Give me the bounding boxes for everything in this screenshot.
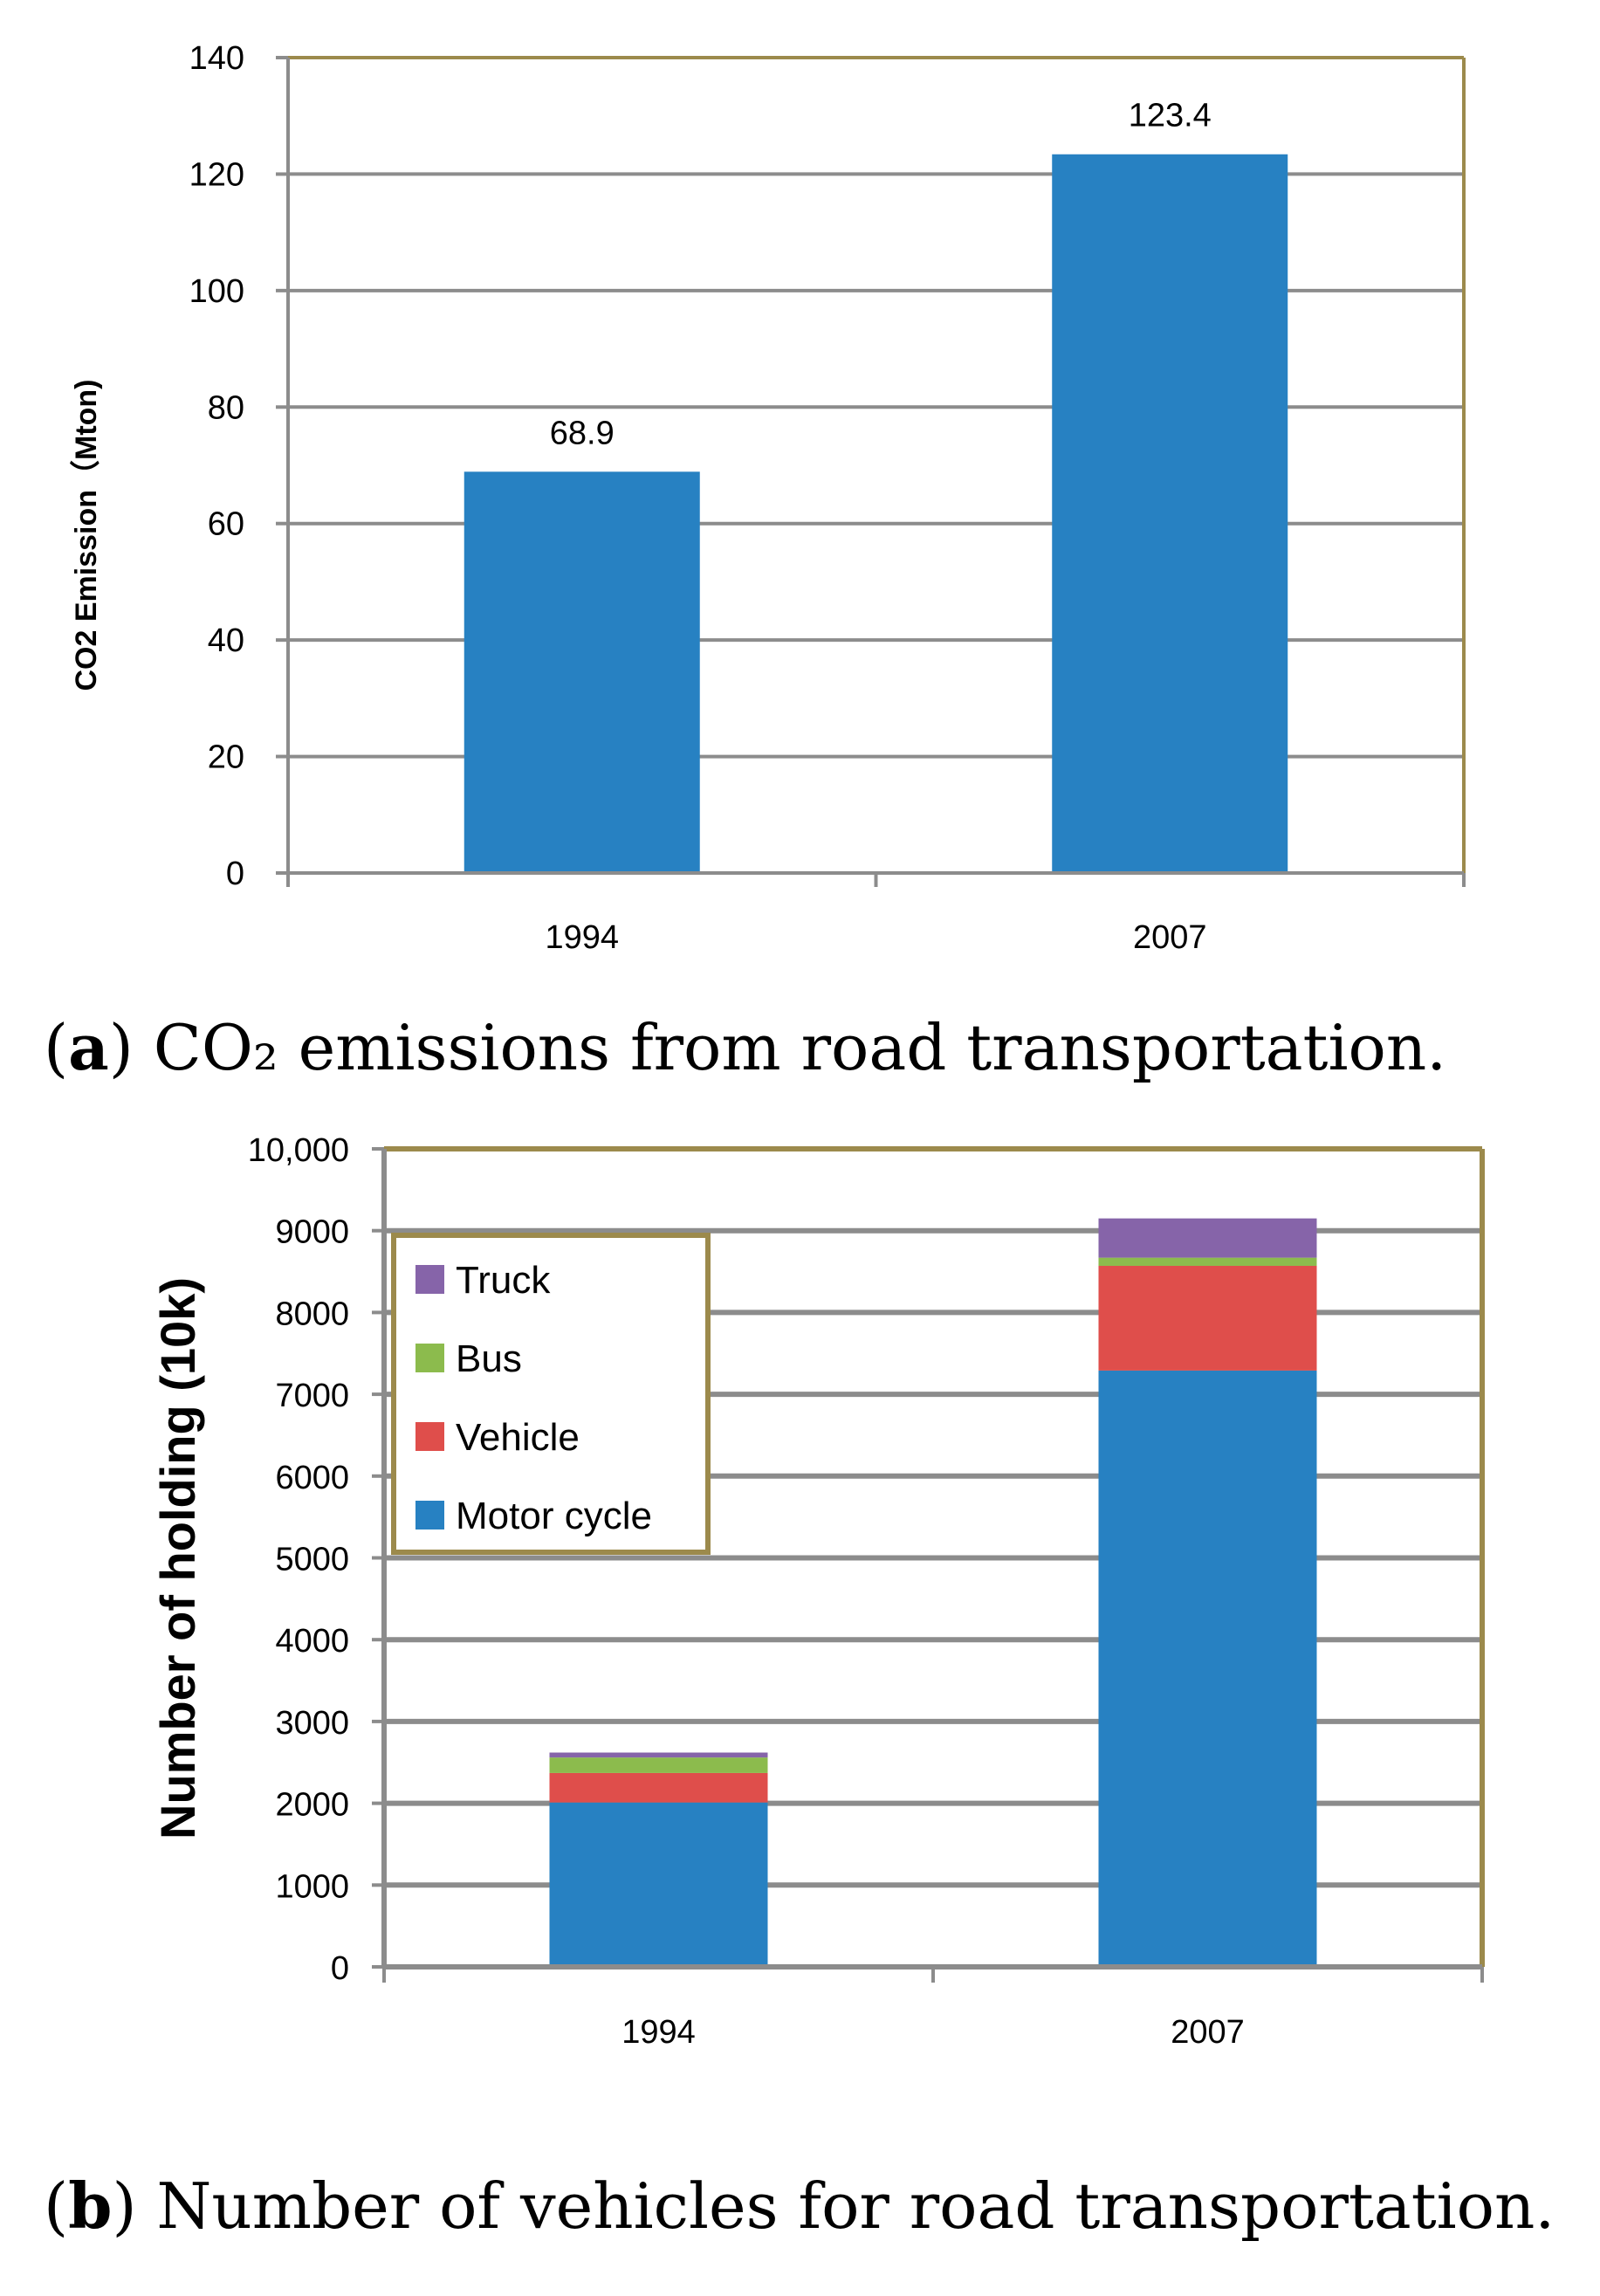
bar-segment <box>1098 1218 1317 1258</box>
caption-paren-open: ( <box>44 1011 68 1084</box>
legend-label: Truck <box>456 1259 551 1302</box>
bar-segment <box>549 1757 768 1773</box>
x-tick-label: 2007 <box>1171 2014 1245 2051</box>
y-tick-label: 10,000 <box>248 1132 349 1169</box>
y-tick-label: 4000 <box>275 1623 349 1660</box>
legend-swatch <box>415 1344 444 1372</box>
legend-label: Bus <box>456 1337 522 1380</box>
y-tick-label: 3000 <box>275 1705 349 1742</box>
caption-a: (a) CO₂ emissions from road transportati… <box>44 1010 1446 1084</box>
y-tick-label: 40 <box>208 622 244 659</box>
bar <box>1052 154 1288 873</box>
y-tick-label: 8000 <box>275 1296 349 1332</box>
bar-segment <box>1098 1370 1317 1967</box>
bar-segment <box>1098 1257 1317 1266</box>
chart-b: 0 1000 2000 3000 4000 5000 6000 7000 8000 9000 10,… <box>44 1132 1555 2243</box>
bar-segment <box>549 1802 768 1967</box>
caption-b: (b) Number of vehicles for road transpor… <box>44 2169 1555 2243</box>
y-tick-label: 0 <box>331 1950 349 1987</box>
y-tick-label: 9000 <box>275 1214 349 1251</box>
caption-letter: b <box>68 2169 112 2243</box>
y-tick-label: 7000 <box>275 1378 349 1414</box>
bar-segment <box>549 1772 768 1803</box>
y-tick-label: 2000 <box>275 1787 349 1824</box>
y-tick-label: 1000 <box>275 1868 349 1905</box>
y-tick-label: 60 <box>208 506 244 543</box>
legend-swatch <box>415 1265 444 1294</box>
bar-segment <box>1098 1265 1317 1371</box>
bar <box>464 471 700 873</box>
data-label: 68.9 <box>550 415 615 451</box>
y-tick-label: 0 <box>226 856 244 892</box>
legend-label: Vehicle <box>456 1416 580 1459</box>
y-tick-label: 20 <box>208 739 244 776</box>
caption-paren-close: ) <box>112 2169 156 2243</box>
bar-segment <box>549 1752 768 1758</box>
x-tick-label: 2007 <box>1133 919 1207 956</box>
y-tick-label: 80 <box>208 389 244 426</box>
x-tick-label: 1994 <box>621 2014 696 2051</box>
caption-text: CO₂ emissions from road transportation. <box>154 1011 1446 1084</box>
y-axis-title: Number of holding (10k) <box>150 1277 205 1839</box>
y-tick-label: 6000 <box>275 1460 349 1496</box>
x-tick-label: 1994 <box>545 919 619 956</box>
caption-text: Number of vehicles for road transportati… <box>156 2169 1555 2243</box>
caption-paren-close: ) <box>109 1011 154 1084</box>
y-tick-label: 5000 <box>275 1542 349 1578</box>
legend-label: Motor cycle <box>456 1495 652 1537</box>
chart-a: 0 20 40 60 80 100 120 140 68.9 1994 123.4 2007 CO2 E… <box>44 40 1466 1084</box>
legend-swatch <box>415 1422 444 1451</box>
y-axis-title: CO2 Emission（Mton) <box>69 379 103 691</box>
y-tick-label: 120 <box>189 156 244 193</box>
y-tick-label: 100 <box>189 273 244 310</box>
legend: Truck Bus Vehicle Motor cycle <box>391 1233 711 1555</box>
legend-box <box>391 1233 711 1555</box>
y-tick-label: 140 <box>189 40 244 77</box>
caption-letter: a <box>68 1010 109 1084</box>
data-label: 123.4 <box>1129 98 1212 134</box>
legend-swatch <box>415 1501 444 1530</box>
caption-paren-open: ( <box>44 2169 68 2243</box>
